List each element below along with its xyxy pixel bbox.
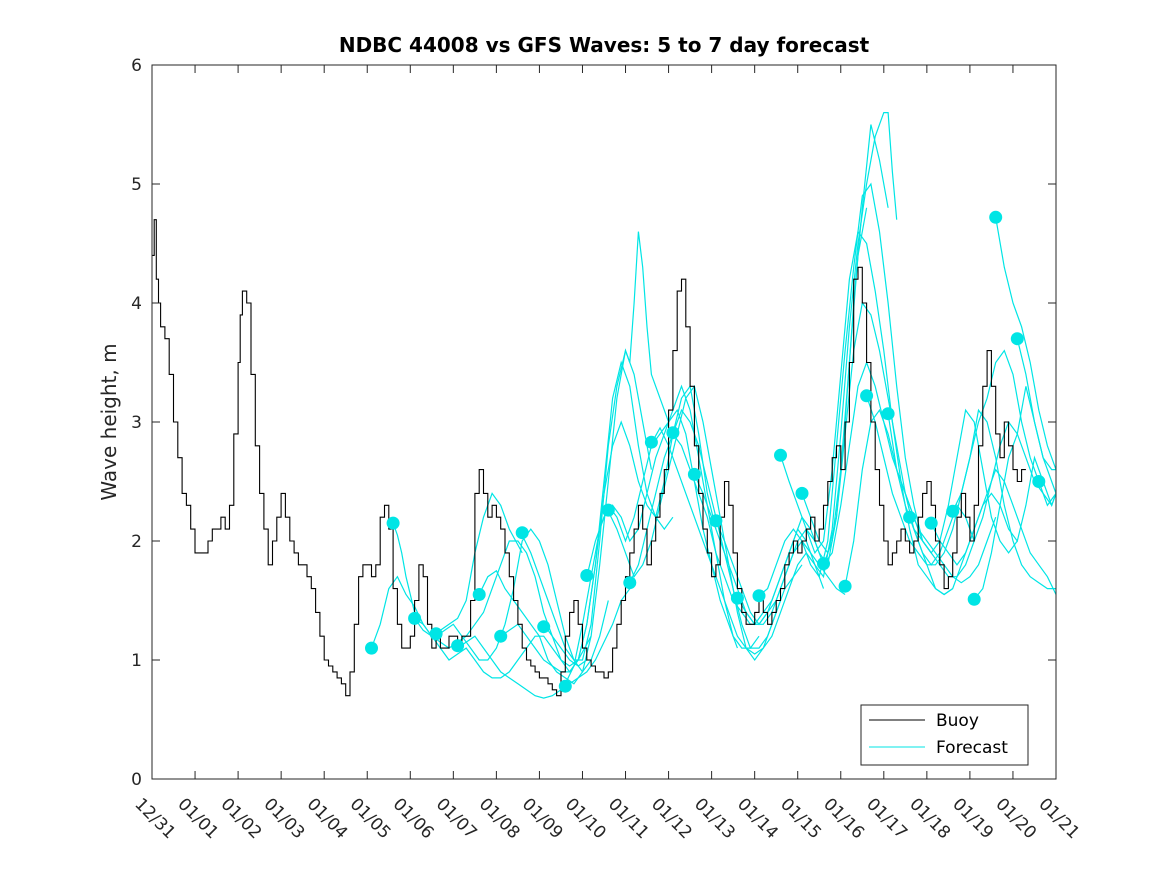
forecast-line-29 — [973, 386, 1056, 600]
legend-box — [860, 704, 1029, 766]
forecast-marker-2 — [386, 516, 400, 530]
forecast-marker-16 — [687, 467, 701, 481]
y-tick-label: 0 — [131, 770, 142, 790]
forecast-marker-5 — [451, 639, 465, 653]
forecast-marker-8 — [515, 526, 529, 540]
forecast-marker-19 — [752, 589, 766, 603]
forecast-marker-31 — [1010, 332, 1024, 346]
plot-area — [152, 65, 1056, 779]
forecast-line-28 — [952, 408, 1056, 590]
forecast-marker-22 — [817, 557, 830, 571]
forecast-marker-23 — [838, 579, 852, 593]
forecast-marker-15 — [666, 426, 680, 440]
forecast-line-31 — [1016, 338, 1057, 494]
forecast-marker-30 — [989, 210, 1003, 224]
buoy-line — [152, 219, 1026, 697]
forecast-marker-26 — [903, 510, 917, 524]
forecast-line-4 — [435, 528, 609, 673]
forecast-marker-10 — [558, 679, 572, 693]
forecast-marker-29 — [967, 592, 981, 606]
forecast-marker-14 — [644, 435, 658, 449]
forecast-marker-13 — [623, 576, 637, 590]
forecast-marker-24 — [860, 389, 874, 403]
y-tick-label: 3 — [131, 413, 142, 433]
forecast-line-24 — [866, 349, 1040, 566]
forecast-marker-6 — [472, 588, 486, 601]
forecast-line-2 — [370, 540, 588, 667]
forecast-marker-12 — [601, 503, 615, 517]
forecast-line-19 — [758, 182, 932, 597]
forecast-marker-4 — [429, 627, 443, 641]
forecast-marker-18 — [730, 591, 744, 605]
forecast-marker-27 — [924, 516, 938, 530]
forecast-line-3 — [414, 617, 592, 679]
forecast-marker-28 — [946, 504, 960, 518]
forecast-line-14 — [650, 426, 825, 655]
legend: Buoy Forecast — [860, 704, 1029, 766]
forecast-line-18 — [736, 111, 898, 626]
y-tick-label: 4 — [131, 294, 142, 314]
forecast-line-8 — [521, 231, 670, 661]
chart-title: NDBC 44008 vs GFS Waves: 5 to 7 day fore… — [339, 33, 870, 57]
forecast-marker-11 — [580, 569, 594, 582]
legend-label-buoy: Buoy — [936, 711, 979, 731]
forecast-marker-7 — [494, 629, 508, 643]
y-tick-label: 5 — [131, 175, 142, 195]
forecast-line-21 — [801, 301, 975, 566]
forecast-line-20 — [779, 230, 954, 596]
series-layer — [152, 111, 1057, 699]
forecast-marker-25 — [881, 407, 895, 421]
legend-label-forecast: Forecast — [936, 738, 1008, 758]
forecast-marker-21 — [795, 486, 809, 500]
forecast-marker-9 — [537, 620, 551, 634]
forecast-marker-20 — [774, 448, 787, 462]
y-tick-label: 2 — [131, 532, 142, 552]
forecast-line-30 — [995, 217, 1057, 470]
forecast-marker-1 — [365, 641, 378, 655]
forecast-line-32 — [1038, 481, 1057, 507]
forecast-marker-32 — [1032, 475, 1046, 488]
forecast-marker-3 — [408, 611, 422, 625]
y-tick-label: 6 — [131, 56, 142, 76]
y-axis-label: Wave height, m — [97, 343, 121, 500]
forecast-marker-17 — [709, 514, 723, 528]
forecast-line-5 — [457, 588, 631, 699]
y-tick-label: 1 — [131, 651, 142, 671]
